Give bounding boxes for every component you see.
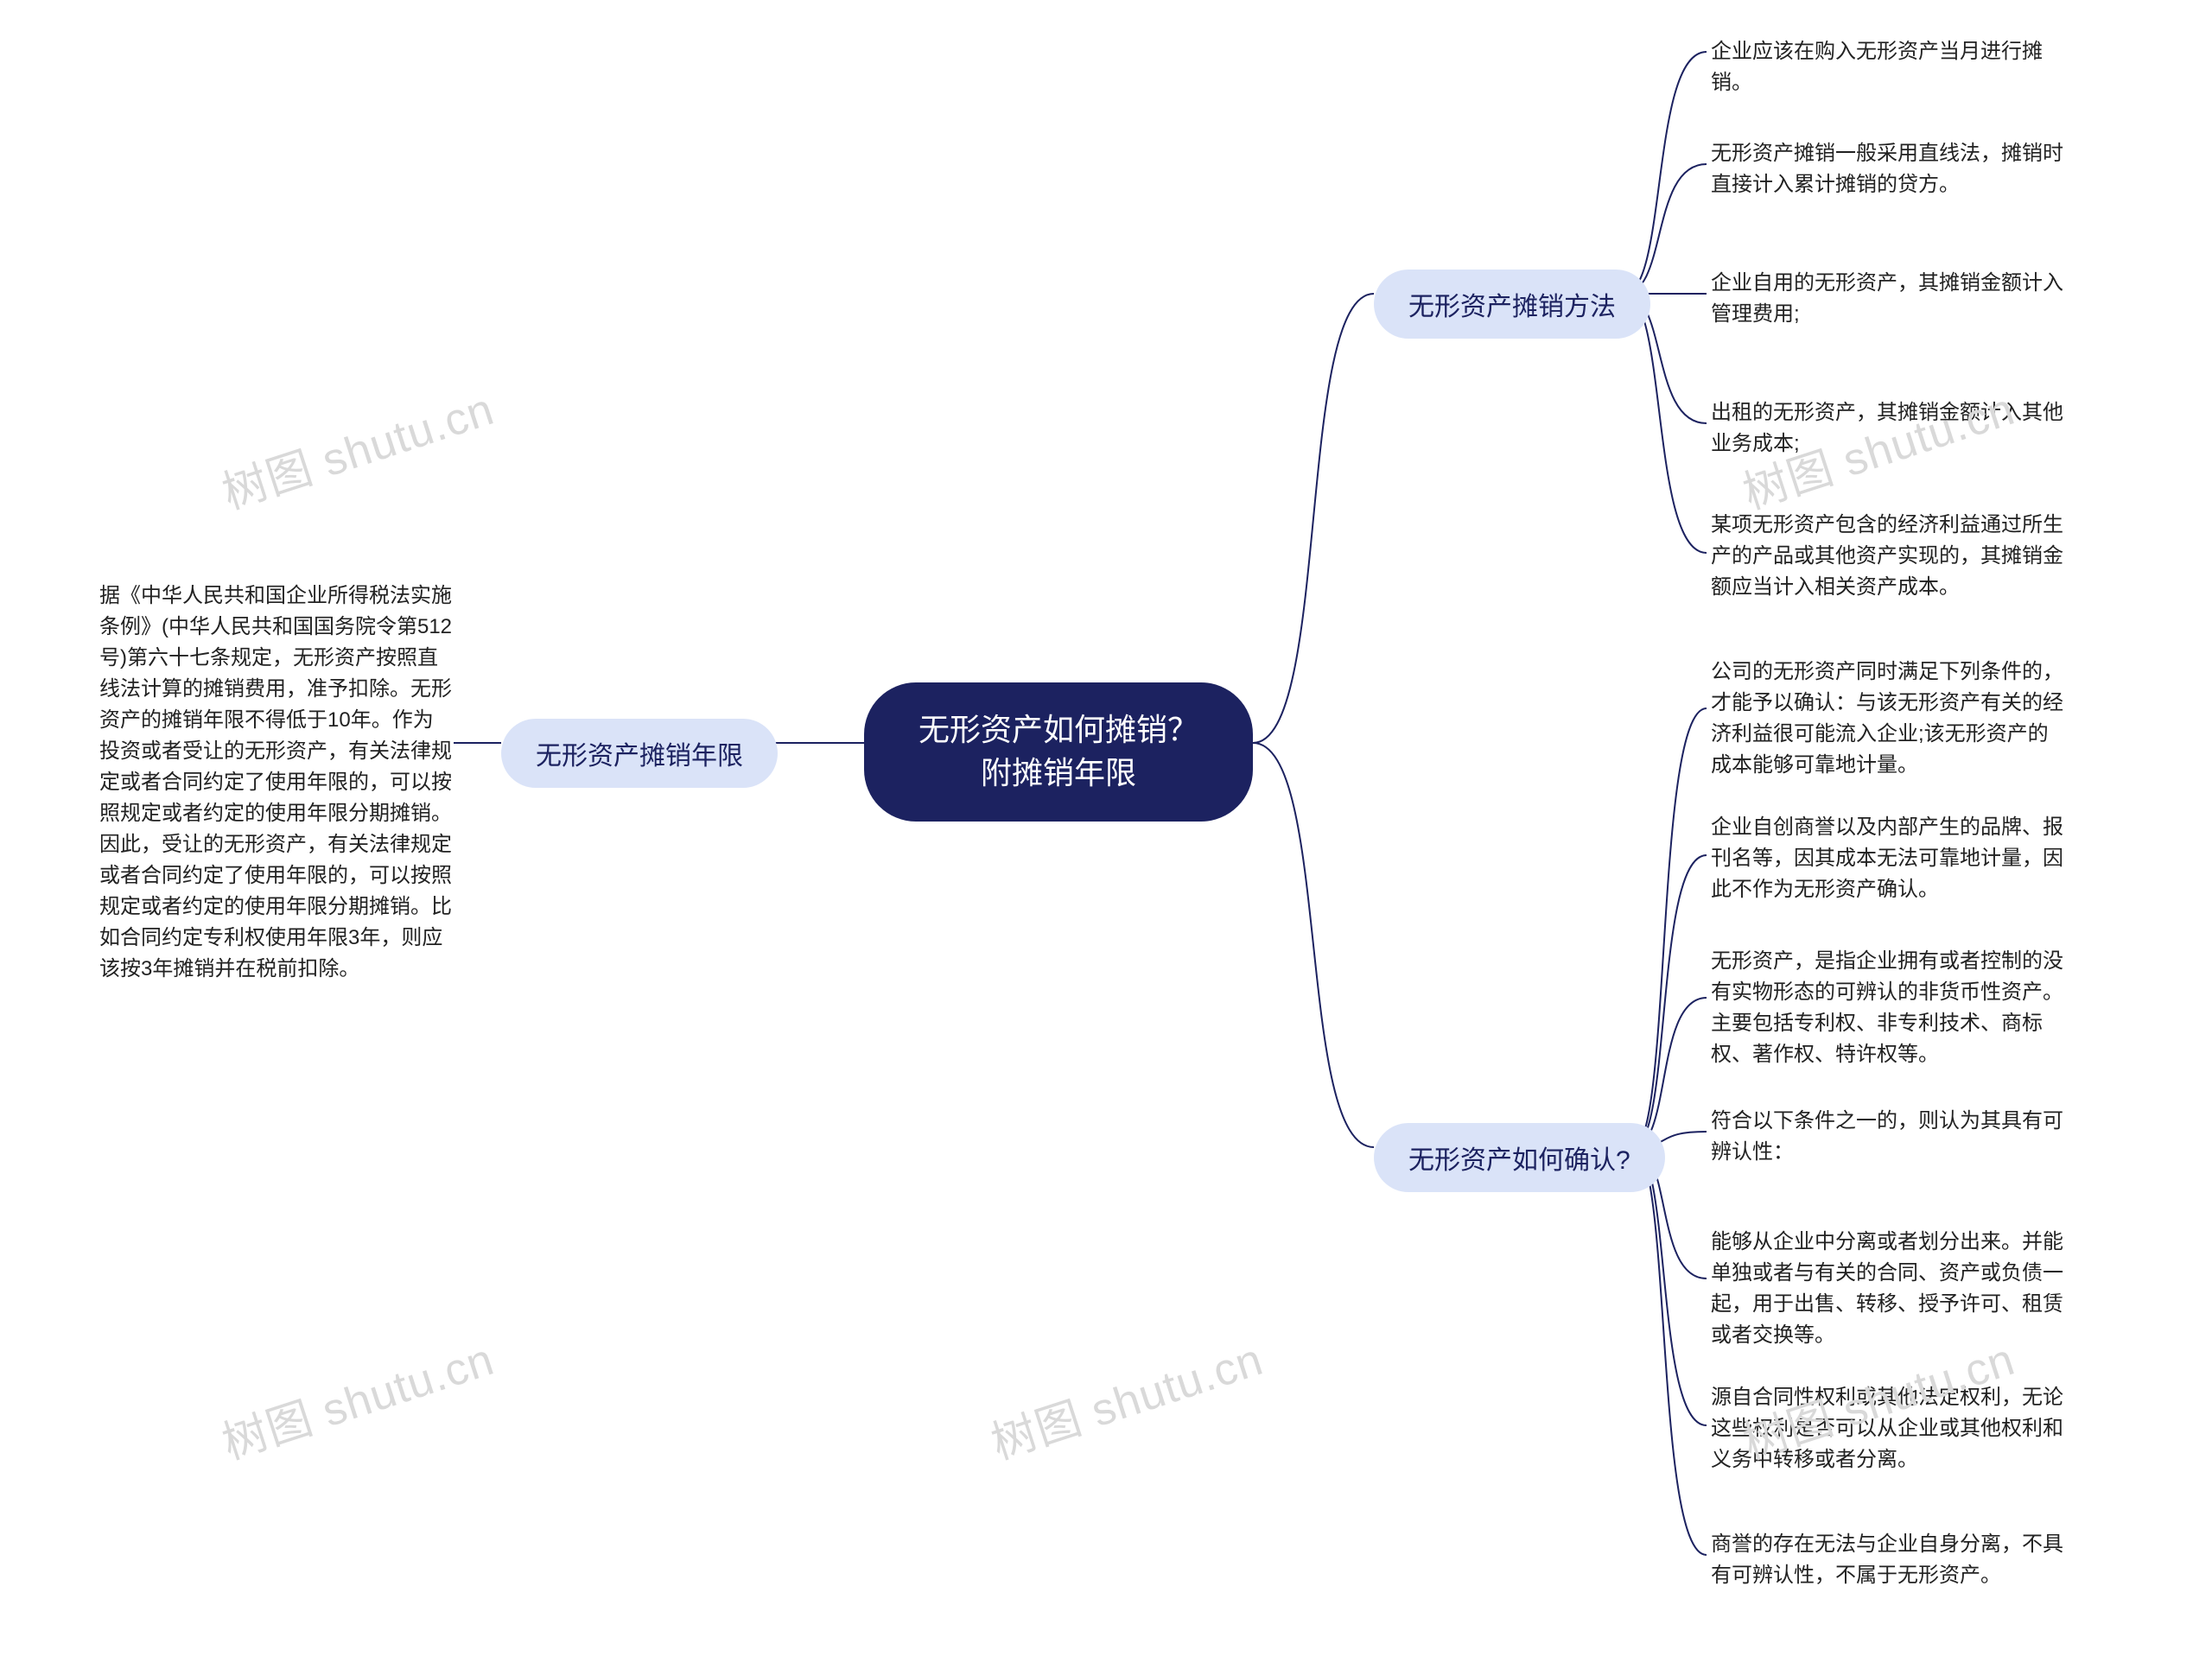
root-label: 无形资产如何摊销？附摊销年限 — [907, 708, 1210, 796]
leaf-r0-0-text: 企业应该在购入无形资产当月进行摊销。 — [1711, 36, 2065, 98]
leaf-r1-1-text: 企业自创商誉以及内部产生的品牌、报刊名等，因其成本无法可靠地计量，因此不作为无形… — [1711, 812, 2065, 905]
leaf-r0-2: 企业自用的无形资产，其摊销金额计入管理费用; — [1711, 268, 2065, 330]
leaf-r1-6: 商誉的存在无法与企业自身分离，不具有可辨认性，不属于无形资产。 — [1711, 1529, 2065, 1591]
branch-right-0[interactable]: 无形资产摊销方法 — [1374, 270, 1650, 339]
branch-right-1-label: 无形资产如何确认? — [1408, 1139, 1630, 1177]
leaf-r1-6-text: 商誉的存在无法与企业自身分离，不具有可辨认性，不属于无形资产。 — [1711, 1529, 2065, 1591]
leaf-r0-2-text: 企业自用的无形资产，其摊销金额计入管理费用; — [1711, 268, 2065, 330]
watermark: 树图 shutu.cn — [982, 1323, 1269, 1471]
branch-right-0-label: 无形资产摊销方法 — [1408, 285, 1616, 323]
leaf-left: 据《中华人民共和国企业所得税法实施条例》(中华人民共和国国务院令第512号)第六… — [99, 581, 454, 985]
leaf-r0-3: 出租的无形资产，其摊销金额计入其他业务成本; — [1711, 397, 2065, 460]
watermark: 树图 shutu.cn — [213, 372, 500, 521]
branch-left[interactable]: 无形资产摊销年限 — [501, 719, 778, 788]
leaf-r0-1: 无形资产摊销一般采用直线法，摊销时直接计入累计摊销的贷方。 — [1711, 138, 2065, 200]
leaf-r1-0: 公司的无形资产同时满足下列条件的，才能予以确认：与该无形资产有关的经济利益很可能… — [1711, 657, 2065, 781]
root-node[interactable]: 无形资产如何摊销？附摊销年限 — [864, 682, 1253, 822]
branch-right-1[interactable]: 无形资产如何确认? — [1374, 1123, 1665, 1192]
leaf-r0-1-text: 无形资产摊销一般采用直线法，摊销时直接计入累计摊销的贷方。 — [1711, 138, 2065, 200]
leaf-r1-3: 符合以下条件之一的，则认为其具有可辨认性： — [1711, 1106, 2065, 1168]
leaf-r0-3-text: 出租的无形资产，其摊销金额计入其他业务成本; — [1711, 397, 2065, 460]
leaf-r1-1: 企业自创商誉以及内部产生的品牌、报刊名等，因其成本无法可靠地计量，因此不作为无形… — [1711, 812, 2065, 905]
watermark: 树图 shutu.cn — [213, 1323, 500, 1471]
leaf-r0-0: 企业应该在购入无形资产当月进行摊销。 — [1711, 36, 2065, 98]
branch-left-label: 无形资产摊销年限 — [536, 734, 743, 772]
leaf-r1-0-text: 公司的无形资产同时满足下列条件的，才能予以确认：与该无形资产有关的经济利益很可能… — [1711, 657, 2065, 781]
leaf-r1-2: 无形资产，是指企业拥有或者控制的没有实物形态的可辨认的非货币性资产。主要包括专利… — [1711, 946, 2065, 1070]
leaf-r1-2-text: 无形资产，是指企业拥有或者控制的没有实物形态的可辨认的非货币性资产。主要包括专利… — [1711, 946, 2065, 1070]
leaf-r1-3-text: 符合以下条件之一的，则认为其具有可辨认性： — [1711, 1106, 2065, 1168]
leaf-r1-5-text: 源自合同性权利或其他法定权利，无论这些权利是否可以从企业或其他权利和义务中转移或… — [1711, 1382, 2065, 1475]
leaf-left-text: 据《中华人民共和国企业所得税法实施条例》(中华人民共和国国务院令第512号)第六… — [99, 581, 454, 985]
leaf-r1-5: 源自合同性权利或其他法定权利，无论这些权利是否可以从企业或其他权利和义务中转移或… — [1711, 1382, 2065, 1475]
leaf-r1-4-text: 能够从企业中分离或者划分出来。并能单独或者与有关的合同、资产或负债一起，用于出售… — [1711, 1227, 2065, 1351]
leaf-r1-4: 能够从企业中分离或者划分出来。并能单独或者与有关的合同、资产或负债一起，用于出售… — [1711, 1227, 2065, 1351]
leaf-r0-4-text: 某项无形资产包含的经济利益通过所生产的产品或其他资产实现的，其摊销金额应当计入相… — [1711, 510, 2065, 603]
leaf-r0-4: 某项无形资产包含的经济利益通过所生产的产品或其他资产实现的，其摊销金额应当计入相… — [1711, 510, 2065, 603]
